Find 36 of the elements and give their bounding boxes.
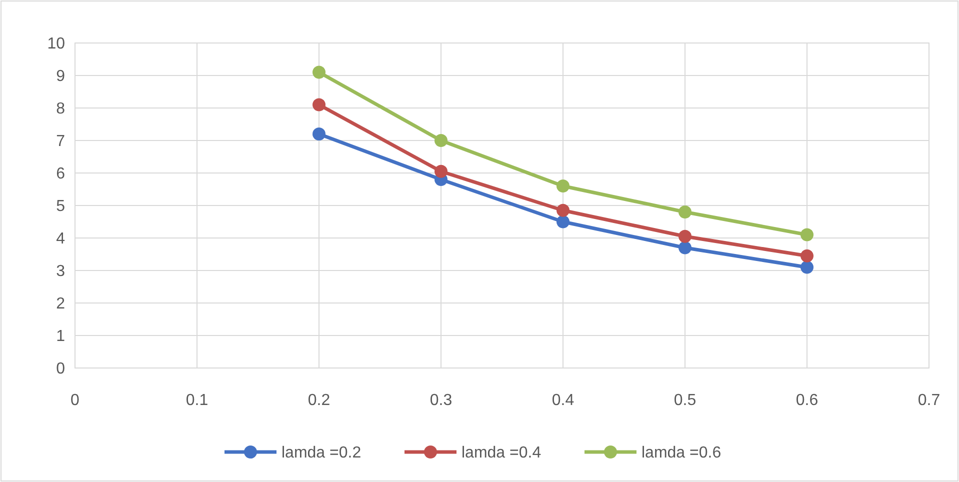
y-tick-label: 3 <box>56 263 66 280</box>
point <box>800 249 814 262</box>
point <box>556 215 570 228</box>
y-tick-label: 0 <box>56 360 66 378</box>
x-tick-label: 0.3 <box>430 392 452 409</box>
legend-label: lamda =0.4 <box>462 444 542 462</box>
point <box>434 164 448 178</box>
legend-label: lamda =0.2 <box>282 444 362 462</box>
x-tick-label: 0.7 <box>918 392 940 409</box>
x-tick-label: 0.6 <box>796 392 818 409</box>
y-tick-label: 2 <box>56 296 66 313</box>
x-tick-label: 0 <box>70 392 80 409</box>
y-tick-label: 8 <box>56 100 66 118</box>
point <box>556 204 570 217</box>
point <box>678 230 692 243</box>
point <box>678 206 692 218</box>
x-tick-label: 0.2 <box>308 392 330 409</box>
x-tick-label: 0.4 <box>552 392 574 409</box>
point <box>800 228 814 242</box>
point <box>434 134 448 147</box>
y-tick-label: 6 <box>56 166 66 183</box>
point <box>800 260 814 274</box>
y-tick-label: 1 <box>56 328 66 346</box>
y-tick-label: 5 <box>56 198 66 216</box>
x-tick-label: 0.1 <box>186 392 208 409</box>
y-tick-label: 4 <box>56 230 66 248</box>
y-tick-label: 10 <box>47 36 66 53</box>
point <box>312 66 326 79</box>
y-tick-label: 7 <box>56 133 66 150</box>
point <box>678 241 692 254</box>
point <box>312 98 326 112</box>
y-tick-label: 9 <box>56 68 66 86</box>
point <box>312 128 326 140</box>
x-tick-label: 0.5 <box>674 392 696 409</box>
point <box>556 180 570 192</box>
legend-label: lamda =0.6 <box>642 444 722 462</box>
